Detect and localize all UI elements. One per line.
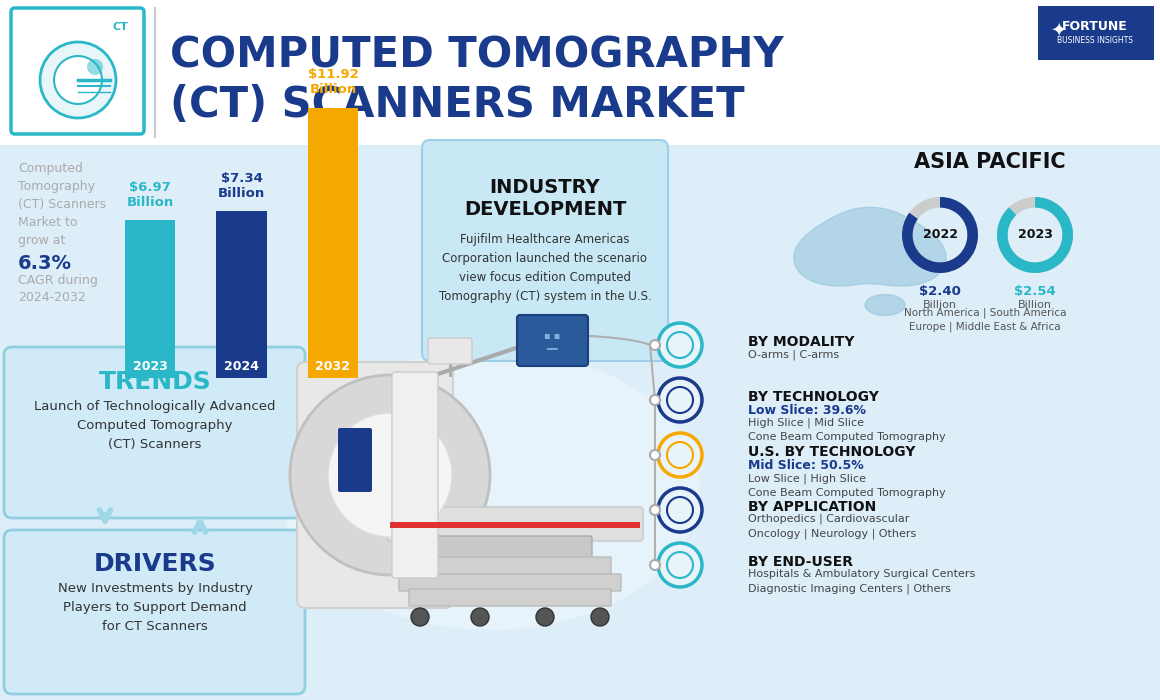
Text: Low Slice: 39.6%: Low Slice: 39.6% (748, 404, 867, 417)
FancyBboxPatch shape (409, 589, 611, 606)
Circle shape (658, 378, 702, 422)
Text: $2.40: $2.40 (919, 285, 960, 298)
Wedge shape (902, 197, 978, 273)
Text: North America | South America: North America | South America (904, 308, 1066, 318)
Circle shape (650, 450, 660, 460)
Wedge shape (996, 197, 1073, 273)
Text: Hospitals & Ambulatory Surgical Centers
Diagnostic Imaging Centers | Others: Hospitals & Ambulatory Surgical Centers … (748, 569, 976, 594)
Text: Market to: Market to (19, 216, 78, 229)
Text: Computed: Computed (19, 162, 82, 175)
Text: New Investments by Industry
Players to Support Demand
for CT Scanners: New Investments by Industry Players to S… (58, 582, 253, 633)
Circle shape (39, 42, 116, 118)
Text: 2022: 2022 (922, 228, 957, 242)
Circle shape (650, 395, 660, 405)
Circle shape (87, 59, 103, 75)
Text: COMPUTED TOMOGRAPHY: COMPUTED TOMOGRAPHY (171, 34, 784, 76)
Text: BY TECHNOLOGY: BY TECHNOLOGY (748, 390, 879, 404)
Text: INDUSTRY: INDUSTRY (490, 178, 601, 197)
FancyBboxPatch shape (422, 140, 668, 361)
Circle shape (658, 323, 702, 367)
FancyBboxPatch shape (428, 338, 472, 364)
Text: FORTUNE: FORTUNE (1063, 20, 1128, 33)
Circle shape (658, 488, 702, 532)
FancyBboxPatch shape (409, 557, 611, 574)
Text: TRENDS: TRENDS (99, 370, 211, 394)
FancyBboxPatch shape (392, 372, 438, 578)
FancyBboxPatch shape (3, 347, 305, 518)
Text: Billion: Billion (1018, 300, 1052, 310)
FancyBboxPatch shape (387, 507, 643, 541)
Text: CT: CT (113, 22, 128, 32)
Text: Launch of Technologically Advanced
Computed Tomography
(CT) Scanners: Launch of Technologically Advanced Compu… (35, 400, 276, 451)
Text: Tomography: Tomography (19, 180, 95, 193)
Text: 2023: 2023 (132, 360, 167, 374)
Circle shape (650, 505, 660, 515)
Text: grow at: grow at (19, 234, 65, 247)
Text: DRIVERS: DRIVERS (94, 552, 217, 576)
Text: U.S. BY TECHNOLOGY: U.S. BY TECHNOLOGY (748, 445, 915, 459)
Circle shape (471, 608, 490, 626)
Bar (125, 220, 175, 378)
Text: 6.3%: 6.3% (19, 254, 72, 273)
Text: BY MODALITY: BY MODALITY (748, 335, 855, 349)
Ellipse shape (280, 350, 699, 630)
Circle shape (658, 433, 702, 477)
Text: ▪ ▪
━━: ▪ ▪ ━━ (544, 331, 560, 353)
Bar (307, 108, 358, 378)
Text: (CT) Scanners: (CT) Scanners (19, 198, 106, 211)
FancyBboxPatch shape (1038, 6, 1154, 60)
Polygon shape (793, 207, 947, 286)
Text: High Slice | Mid Slice
Cone Beam Computed Tomography: High Slice | Mid Slice Cone Beam Compute… (748, 418, 945, 442)
FancyBboxPatch shape (3, 530, 305, 694)
FancyBboxPatch shape (390, 522, 640, 528)
Text: Billion: Billion (923, 300, 957, 310)
Circle shape (55, 56, 102, 104)
Circle shape (658, 543, 702, 587)
Text: ✦: ✦ (1050, 20, 1066, 39)
FancyBboxPatch shape (297, 362, 454, 608)
Text: DEVELOPMENT: DEVELOPMENT (464, 200, 626, 219)
Bar (217, 211, 267, 378)
Text: 2024: 2024 (224, 360, 259, 374)
FancyBboxPatch shape (10, 8, 144, 134)
Text: BY END-USER: BY END-USER (748, 555, 853, 569)
Text: CAGR during
2024-2032: CAGR during 2024-2032 (19, 274, 97, 304)
Circle shape (290, 375, 490, 575)
Text: (CT) SCANNERS MARKET: (CT) SCANNERS MARKET (171, 84, 745, 126)
Circle shape (650, 340, 660, 350)
FancyBboxPatch shape (338, 428, 372, 492)
Text: $6.97
Billion: $6.97 Billion (126, 181, 174, 209)
Circle shape (590, 608, 609, 626)
Text: BY APPLICATION: BY APPLICATION (748, 500, 876, 514)
Circle shape (328, 413, 452, 537)
Polygon shape (865, 295, 905, 316)
Wedge shape (996, 197, 1073, 273)
FancyBboxPatch shape (0, 0, 1160, 145)
Text: 2023: 2023 (1017, 228, 1052, 242)
Text: ASIA PACIFIC: ASIA PACIFIC (914, 152, 1066, 172)
Text: Europe | Middle East & Africa: Europe | Middle East & Africa (909, 322, 1060, 332)
FancyBboxPatch shape (399, 574, 621, 591)
Text: $11.92
Billion: $11.92 Billion (307, 68, 358, 96)
Text: Mid Slice: 50.5%: Mid Slice: 50.5% (748, 459, 864, 472)
Circle shape (536, 608, 554, 626)
Circle shape (650, 560, 660, 570)
FancyBboxPatch shape (517, 315, 588, 366)
Text: $7.34
Billion: $7.34 Billion (218, 172, 266, 200)
Text: Low Slice | High Slice
Cone Beam Computed Tomography: Low Slice | High Slice Cone Beam Compute… (748, 473, 945, 498)
FancyBboxPatch shape (428, 536, 592, 560)
Text: 2032: 2032 (316, 360, 350, 374)
Text: Fujifilm Healthcare Americas
Corporation launched the scenario
view focus editio: Fujifilm Healthcare Americas Corporation… (438, 233, 652, 303)
Wedge shape (902, 197, 978, 273)
Circle shape (411, 608, 429, 626)
Text: $2.54: $2.54 (1014, 285, 1056, 298)
Text: O-arms | C-arms: O-arms | C-arms (748, 349, 839, 360)
Text: Orthopedics | Cardiovascular
Oncology | Neurology | Others: Orthopedics | Cardiovascular Oncology | … (748, 514, 916, 539)
Text: BUSINESS INSIGHTS: BUSINESS INSIGHTS (1057, 36, 1133, 45)
